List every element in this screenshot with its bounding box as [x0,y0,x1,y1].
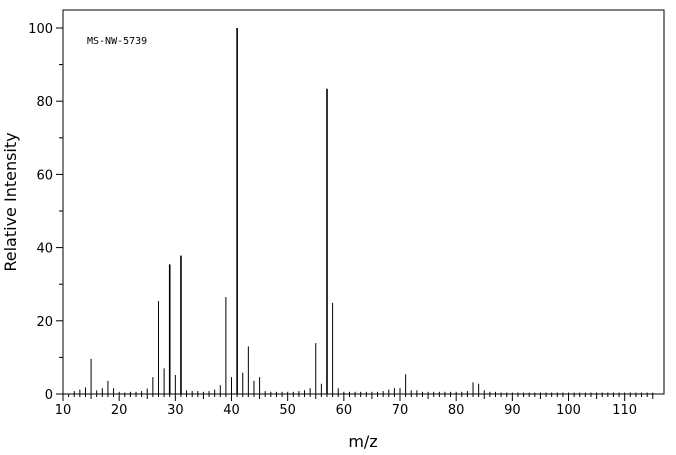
y-tick-label: 60 [36,168,53,183]
y-tick-label: 20 [36,315,53,330]
x-tick-label: 70 [392,403,409,418]
x-tick-label: 80 [448,403,465,418]
x-tick-label: 10 [55,403,72,418]
y-tick-label: 0 [45,388,53,403]
x-tick-label: 50 [279,403,296,418]
x-axis-label: m/z [348,432,377,451]
y-axis-ticks: 0 20 40 60 80 100 [28,22,63,403]
x-tick-label: 110 [612,403,637,418]
x-tick-label: 90 [504,403,521,418]
x-tick-label: 100 [556,403,581,418]
x-tick-label: 30 [167,403,184,418]
x-tick-label: 40 [223,403,240,418]
x-axis-ticks: 10 20 30 40 50 60 70 80 90 100 110 [55,394,654,418]
x-tick-label: 60 [336,403,353,418]
y-axis-label: Relative Intensity [1,132,20,271]
y-tick-label: 100 [28,22,53,37]
y-tick-label: 80 [36,95,53,110]
x-tick-label: 20 [111,403,128,418]
annotation-label: MS-NW-5739 [87,36,147,47]
y-tick-label: 40 [36,242,53,257]
spectrum-peaks [73,28,654,394]
plot-frame [62,9,665,395]
